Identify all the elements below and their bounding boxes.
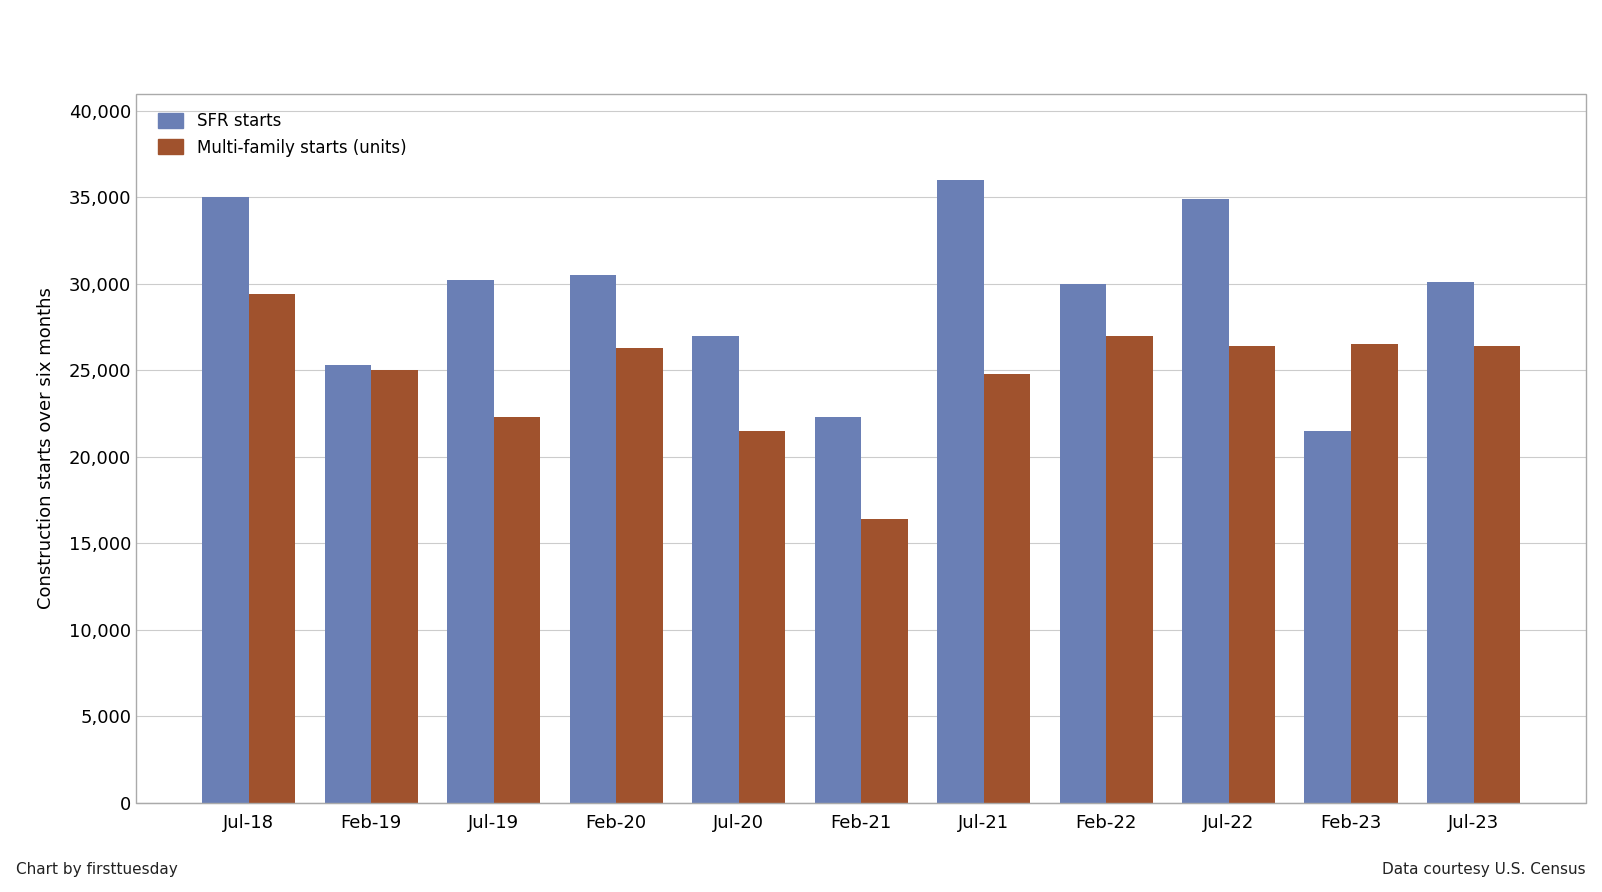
Text: California SFR & Multi-family Housing Starts: Semi-annual phases: California SFR & Multi-family Housing St… (285, 24, 1317, 52)
Legend: SFR starts, Multi-family starts (units): SFR starts, Multi-family starts (units) (152, 105, 413, 163)
Bar (617, 348, 663, 803)
Text: Data courtesy U.S. Census: Data courtesy U.S. Census (1383, 863, 1586, 877)
Bar (1427, 282, 1474, 803)
Bar (493, 417, 540, 803)
Bar (1229, 346, 1275, 803)
Bar (692, 335, 739, 803)
Bar (1059, 284, 1105, 803)
Bar (739, 431, 785, 803)
Bar (1105, 335, 1152, 803)
Text: Chart by firsttuesday: Chart by firsttuesday (16, 863, 178, 877)
Bar (325, 365, 372, 803)
Bar (814, 417, 862, 803)
Bar (570, 276, 617, 803)
Bar (1304, 431, 1350, 803)
Bar (372, 370, 418, 803)
Bar (1182, 199, 1229, 803)
Y-axis label: Construction starts over six months: Construction starts over six months (37, 287, 54, 609)
Bar (984, 374, 1030, 803)
Bar (937, 180, 984, 803)
Bar (1350, 344, 1397, 803)
Bar (860, 519, 908, 803)
Bar (1474, 346, 1520, 803)
Bar (447, 280, 493, 803)
Bar (248, 294, 295, 803)
Bar (202, 197, 248, 803)
